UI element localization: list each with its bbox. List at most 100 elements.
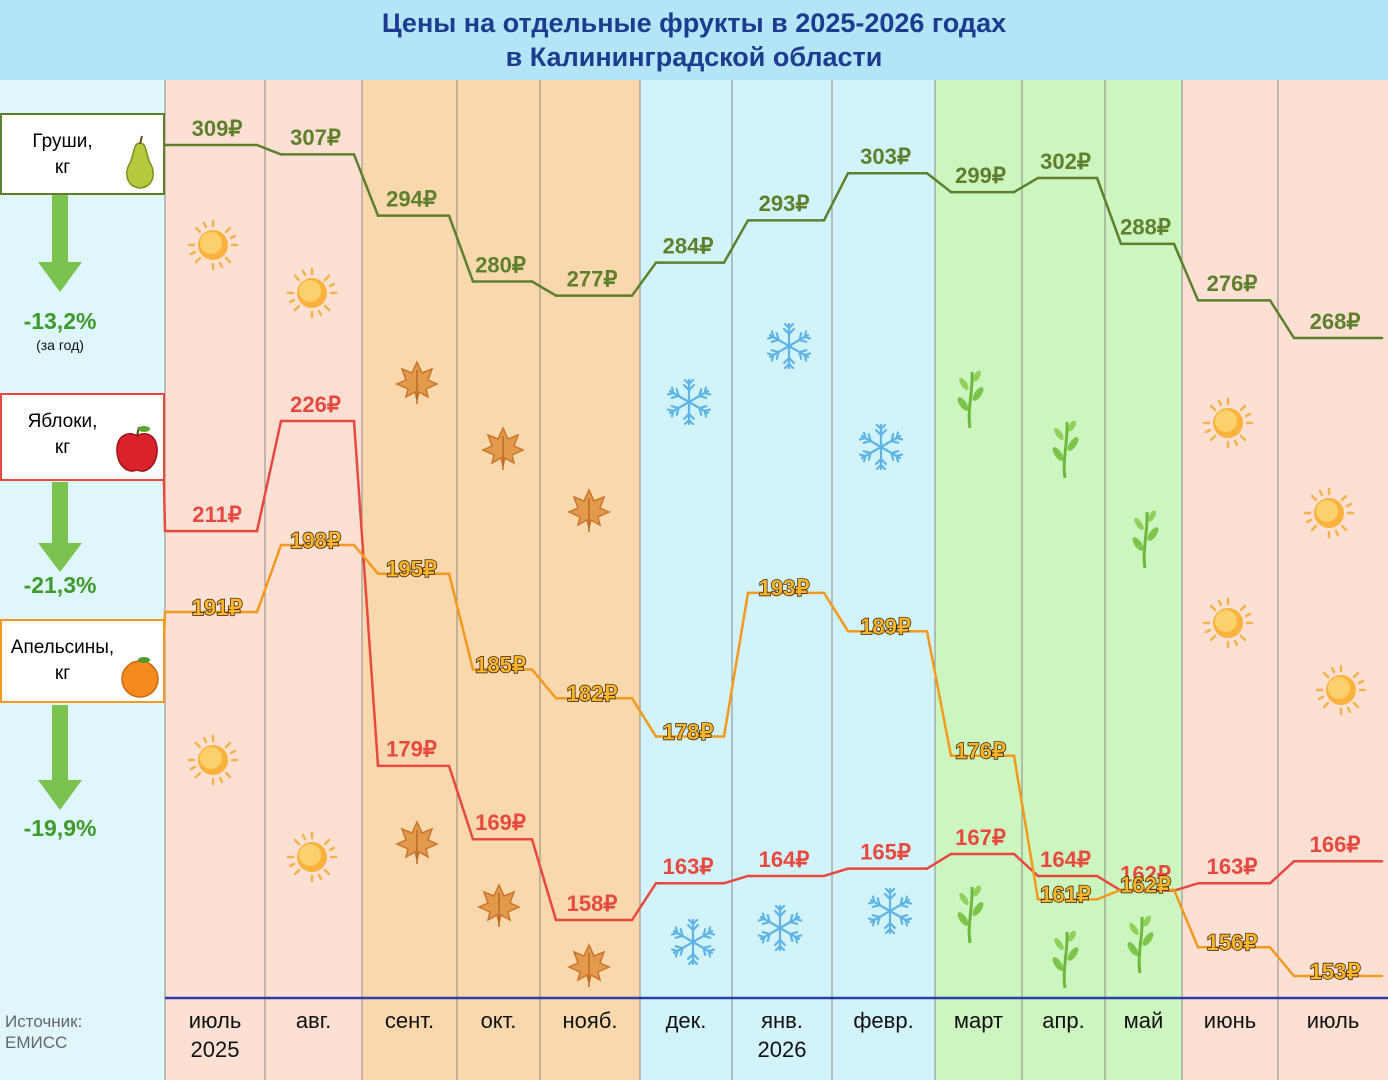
connector: [447, 764, 475, 841]
value-label: 163₽: [1207, 854, 1258, 879]
value-label: 179₽: [386, 737, 437, 762]
x-tick-label: март: [953, 1008, 1004, 1033]
month-column: [457, 80, 540, 1080]
value-label: 166₽: [1310, 832, 1361, 857]
value-label: 268₽: [1310, 309, 1361, 334]
connector: [255, 543, 283, 614]
connector: [925, 629, 953, 757]
value-label: 309₽: [192, 116, 243, 141]
value-label: 303₽: [860, 144, 911, 169]
connector: [352, 419, 380, 768]
value-label: 276₽: [1207, 271, 1258, 296]
connector: [530, 668, 558, 700]
value-label: 153₽: [1310, 959, 1361, 984]
connector: [530, 838, 558, 922]
value-label: 288₽: [1120, 215, 1171, 240]
connector: [722, 591, 750, 738]
connector: [630, 696, 658, 738]
connector: [1268, 946, 1296, 978]
change-note: (за год): [36, 337, 84, 353]
arrows: [38, 195, 82, 810]
connector: [447, 214, 475, 283]
value-label: 161₽: [1040, 882, 1091, 907]
connector: [1012, 176, 1040, 194]
x-tick-label: июнь: [1203, 1008, 1257, 1033]
month-column: [832, 80, 935, 1080]
connector: [722, 874, 750, 885]
chart-title: Цены на отдельные фрукты в 2025-2026 год…: [381, 8, 1007, 72]
value-label: 162₽: [1120, 861, 1171, 886]
title-band: [0, 0, 1388, 80]
month-column: [362, 80, 457, 1080]
connector: [1012, 754, 1040, 901]
value-label: 302₽: [1040, 149, 1091, 174]
change-label: -21,3%: [23, 572, 97, 598]
legend-entry: Яблоки, кг: [0, 393, 165, 481]
down-arrow: [38, 482, 82, 572]
value-label: 226₽: [290, 392, 341, 417]
connector: [822, 867, 850, 878]
value-label: 182₽: [567, 681, 618, 706]
connector: [925, 171, 953, 194]
month-column: [935, 80, 1022, 1080]
connector: [255, 419, 283, 533]
x-tick-label: июль: [1306, 1008, 1360, 1033]
value-label: 284₽: [663, 233, 714, 258]
connector: [630, 261, 658, 297]
connector: [530, 280, 558, 297]
value-label: 195₽: [386, 557, 437, 582]
connector: [1095, 874, 1123, 892]
value-label: 164₽: [1040, 847, 1091, 872]
x-tick-label: июль 2025: [188, 1008, 242, 1062]
value-label: 164₽: [759, 847, 810, 872]
value-label: 156₽: [1207, 930, 1258, 955]
month-column: [165, 80, 265, 1080]
value-label: 193₽: [759, 576, 810, 601]
value-label: 178₽: [663, 719, 714, 744]
month-column: [540, 80, 640, 1080]
change-label: -19,9%: [23, 815, 97, 841]
connector: [1172, 888, 1200, 949]
connector: [1095, 888, 1123, 901]
connector: [447, 572, 475, 671]
connector: [722, 219, 750, 264]
change-label: -13,2%: [23, 308, 97, 334]
connector: [822, 171, 850, 222]
connector: [925, 852, 953, 870]
value-label: 158₽: [567, 891, 618, 916]
month-column: [1182, 80, 1278, 1080]
connector: [352, 543, 380, 575]
value-label: 211₽: [192, 502, 242, 527]
value-label: 307₽: [290, 125, 341, 150]
down-arrow: [38, 195, 82, 292]
month-column: [265, 80, 362, 1080]
value-label: 162₽: [1120, 873, 1171, 898]
value-label: 163₽: [663, 854, 714, 879]
connector: [352, 153, 380, 217]
connector: [1172, 242, 1200, 302]
value-label: 198₽: [290, 528, 341, 553]
month-column: [640, 80, 732, 1080]
x-tick-label: окт.: [480, 1008, 517, 1033]
value-label: 191₽: [192, 595, 243, 620]
down-arrow: [38, 705, 82, 810]
month-column: [1278, 80, 1388, 1080]
connector: [630, 882, 658, 922]
x-tick-label: янв. 2026: [757, 1008, 807, 1062]
value-label: 169₽: [475, 810, 526, 835]
x-tick-label: сент.: [384, 1008, 435, 1033]
connector: [1268, 860, 1296, 885]
x-tick-label: дек.: [665, 1008, 707, 1033]
value-label: 299₽: [955, 163, 1006, 188]
legend-entry: Апельсины, кг: [0, 619, 165, 703]
x-tick-label: авг.: [295, 1008, 332, 1033]
month-column: [1105, 80, 1182, 1080]
x-tick-label: нояб.: [562, 1008, 618, 1033]
x-tick-label: май: [1123, 1008, 1164, 1033]
source: Источник: ЕМИСС: [5, 1012, 83, 1052]
connector: [1268, 299, 1296, 340]
legend-entry: Груши, кг: [0, 113, 165, 195]
value-label: 277₽: [567, 266, 618, 291]
